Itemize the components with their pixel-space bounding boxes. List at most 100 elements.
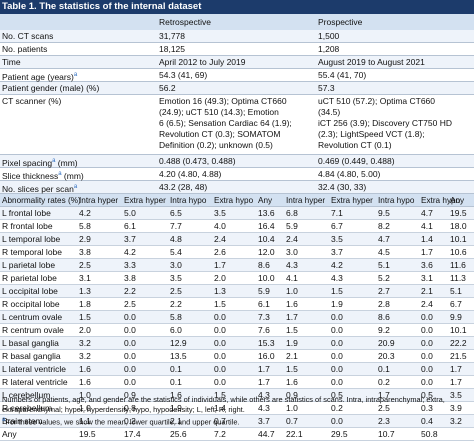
rate-value: 22.2	[450, 338, 467, 348]
row-label-unit: (mm)	[61, 170, 84, 181]
rate-value: 8.6	[378, 312, 390, 322]
rate-value: 1.0	[79, 403, 91, 413]
table-row: Time April 2012 to July 2019 August 2019 t…	[0, 56, 474, 69]
rate-value: 1.5	[286, 364, 298, 374]
retrospective-value: 18,125	[159, 44, 185, 54]
rate-value: 0.2	[378, 377, 390, 387]
rate-value: 9.5	[378, 208, 390, 218]
rate-value: 1.8	[79, 299, 91, 309]
rate-value: 5.8	[170, 312, 182, 322]
rate-value: 25.6	[170, 429, 187, 439]
abnormality-row: L frontal lobe 4.2 5.0 6.5 3.5 13.6 6.8 7.1 9.5 4…	[0, 207, 474, 220]
rate-value: 2.8	[378, 299, 390, 309]
rate-value: 2.5	[170, 286, 182, 296]
rate-value: 2.6	[214, 247, 226, 257]
rate-value: 3.1	[79, 273, 91, 283]
row-label-unit: (mm)	[55, 157, 78, 168]
row-label: Patient gender (male) (%)	[2, 82, 99, 95]
rate-value: 0.0	[124, 364, 136, 374]
rate-value: 2.4	[421, 299, 433, 309]
row-label-text: No. slices per scan	[2, 183, 74, 194]
region-label: L occipital lobe	[2, 286, 58, 296]
retrospective-value: 4.20 (4.80, 4.88)	[159, 169, 222, 179]
rate-value: 22.1	[286, 429, 303, 439]
row-label: CT scanner (%)	[2, 96, 62, 106]
rate-value: 0.0	[124, 351, 136, 361]
rate-value: 1.5	[286, 325, 298, 335]
rate-value: 10.4	[258, 234, 275, 244]
rate-value: 1.6	[79, 377, 91, 387]
retrospective-value: 43.2 (28, 48)	[159, 182, 208, 192]
rate-value: 3.8	[79, 247, 91, 257]
rate-value: 1.7	[286, 312, 298, 322]
abnormality-header-cell: Extra hypo	[421, 196, 461, 205]
rate-value: 4.0	[214, 221, 226, 231]
rate-value: 4.3	[258, 390, 270, 400]
rate-value: 0.2	[331, 403, 343, 413]
abnormality-row: L basal ganglia 3.2 0.0 12.9 0.0 15.3 1.9 0.0 20…	[0, 337, 474, 350]
rate-value: 6.0	[170, 325, 182, 335]
table-row-ct-scanner: CT scanner (%) Emotion 16 (49.3); Optima …	[0, 95, 474, 155]
rate-value: 3.1	[421, 273, 433, 283]
prospective-value: 55.4 (41, 70)	[318, 70, 367, 80]
rate-value: 13.6	[258, 208, 275, 218]
rate-value: 5.1	[450, 286, 462, 296]
rate-value: 1.0	[79, 390, 91, 400]
rate-value: 3.5	[214, 208, 226, 218]
rate-value: 2.1	[286, 351, 298, 361]
region-label: R basal ganglia	[2, 351, 61, 361]
rate-value: 3.2	[450, 416, 462, 426]
rate-value: 2.2	[124, 286, 136, 296]
rate-value: 6.7	[331, 221, 343, 231]
rate-value: 0.5	[421, 390, 433, 400]
table-row: Slice thicknessa (mm) 4.20 (4.80, 4.88) 4.…	[0, 168, 474, 181]
scanner-line: 6 (6.5); Sensation Cardiac 64 (1.9);	[159, 118, 292, 128]
footnote-a: aFor these values, we show the mean, low…	[2, 415, 472, 427]
retrospective-value: 31,778	[159, 31, 185, 41]
rate-value: 8.2	[378, 221, 390, 231]
region-label: L frontal lobe	[2, 208, 51, 218]
row-label-text: Patient age (years)	[2, 71, 74, 82]
scanner-line: (2.3); LightSpeed VCT (1.8);	[318, 129, 425, 139]
rate-value: 0.5	[331, 390, 343, 400]
rate-value: 0.4	[421, 416, 433, 426]
rate-value: 11.3	[450, 273, 466, 283]
rate-value: 0.1	[170, 364, 182, 374]
row-label-text: Time	[2, 57, 21, 67]
rate-value: 1.6	[286, 299, 298, 309]
row-label: Time	[2, 56, 21, 69]
rate-value: 0.0	[331, 325, 343, 335]
abnormality-row: L lateral ventricle 1.6 0.0 0.1 0.0 1.7 1.5 0.0…	[0, 363, 474, 376]
region-label: R cerebellum	[2, 403, 53, 413]
column-header-prospective: Prospective	[318, 17, 363, 27]
rate-value: 11.6	[450, 260, 466, 270]
rate-value: 0.7	[214, 416, 226, 426]
abnormality-row: R temporal lobe 3.8 4.2 5.4 2.6 12.0 3.0 3.7 4.5…	[0, 246, 474, 259]
region-label: L lateral ventricle	[2, 364, 66, 374]
table-title: Table 1. The statistics of the internal …	[0, 0, 474, 14]
rate-value: 17.4	[124, 429, 141, 439]
rate-value: 12.9	[170, 338, 187, 348]
abnormality-header-cell: Intra hyper	[79, 196, 119, 205]
abnormality-header-cell: Extra hypo	[214, 196, 254, 205]
region-label: L cerebellum	[2, 390, 51, 400]
rate-value: 1.9	[286, 338, 298, 348]
rate-value: 0.0	[421, 351, 433, 361]
rate-value: 0.8	[124, 403, 136, 413]
rate-value: 0.0	[124, 312, 136, 322]
rate-value: 16.0	[258, 351, 275, 361]
rate-value: 1.7	[258, 377, 270, 387]
abnormality-row: R centrum ovale 2.0 0.0 6.0 0.0 7.6 1.5 0.0 9.2 0…	[0, 324, 474, 337]
rate-value: 4.1	[286, 273, 298, 283]
rate-value: 6.1	[258, 299, 270, 309]
scanner-line: (24.9); uCT 510 (14.3); Emotion	[159, 107, 279, 117]
rate-value: 3.5	[170, 273, 182, 283]
abnormality-header-row: Abnormality rates (%) Intra hyper Extra hy…	[0, 194, 474, 207]
scanner-line: (34.5)	[318, 107, 341, 117]
abnormality-header-cell: Intra hyper	[286, 196, 326, 205]
rate-value: 0.0	[214, 312, 226, 322]
rate-value: 12.0	[258, 247, 275, 257]
row-label: Slice thicknessa (mm)	[2, 168, 84, 183]
abnormality-header-cell: Any	[258, 196, 273, 205]
region-label: R frontal lobe	[2, 221, 53, 231]
